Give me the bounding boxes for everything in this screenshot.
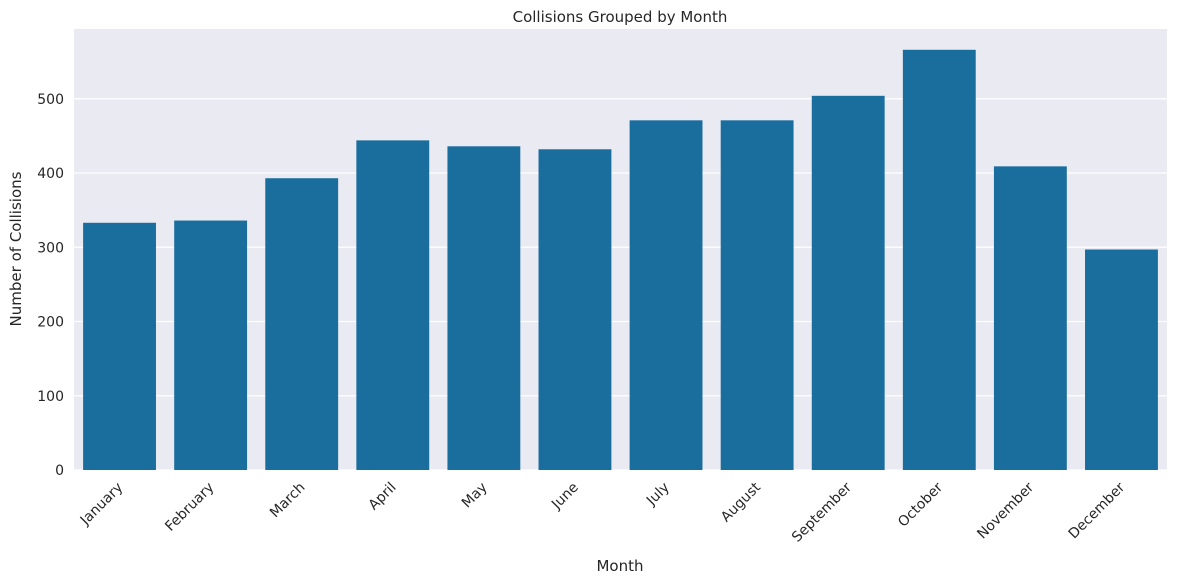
x-tick-label: September [789, 479, 855, 545]
y-tick-labels: 0 100 200 300 400 500 [37, 92, 64, 479]
x-tick-labels: January February March April May June July Augu… [77, 479, 1129, 545]
x-tick-label: July [643, 480, 673, 510]
bar-january [83, 222, 156, 470]
x-tick-label: December [1066, 479, 1129, 542]
x-axis-title: Month [596, 557, 643, 575]
bar-october [902, 49, 976, 471]
y-tick-label: 400 [37, 166, 64, 182]
bar-june [538, 149, 612, 471]
bar-july [629, 120, 703, 471]
chart-title: Collisions Grouped by Month [513, 8, 728, 26]
x-tick-label: October [895, 479, 946, 530]
x-tick-label: March [267, 480, 308, 521]
x-tick-label: April [366, 480, 400, 514]
y-tick-label: 500 [37, 92, 64, 108]
y-tick-label: 200 [37, 315, 64, 331]
x-tick-label: May [459, 480, 491, 512]
bar-february [174, 220, 248, 470]
bar-september [811, 95, 885, 471]
bar-march [265, 178, 339, 470]
x-tick-label: June [548, 480, 582, 514]
y-axis-title: Number of Collisions [7, 171, 25, 326]
grid-lines [74, 98, 1167, 471]
y-tick-label: 0 [55, 463, 64, 479]
bar-april [356, 140, 430, 470]
bar-august [720, 120, 794, 471]
y-tick-label: 100 [37, 389, 64, 405]
bars [83, 49, 1158, 471]
bar-november [993, 166, 1067, 470]
x-tick-label: February [162, 480, 217, 535]
x-tick-label: January [77, 480, 127, 530]
y-tick-label: 300 [37, 240, 64, 256]
plot-background [74, 29, 1167, 470]
x-tick-label: August [718, 479, 764, 525]
x-tick-label: November [974, 479, 1037, 542]
bar-december [1085, 249, 1158, 470]
bar-may [447, 146, 521, 470]
